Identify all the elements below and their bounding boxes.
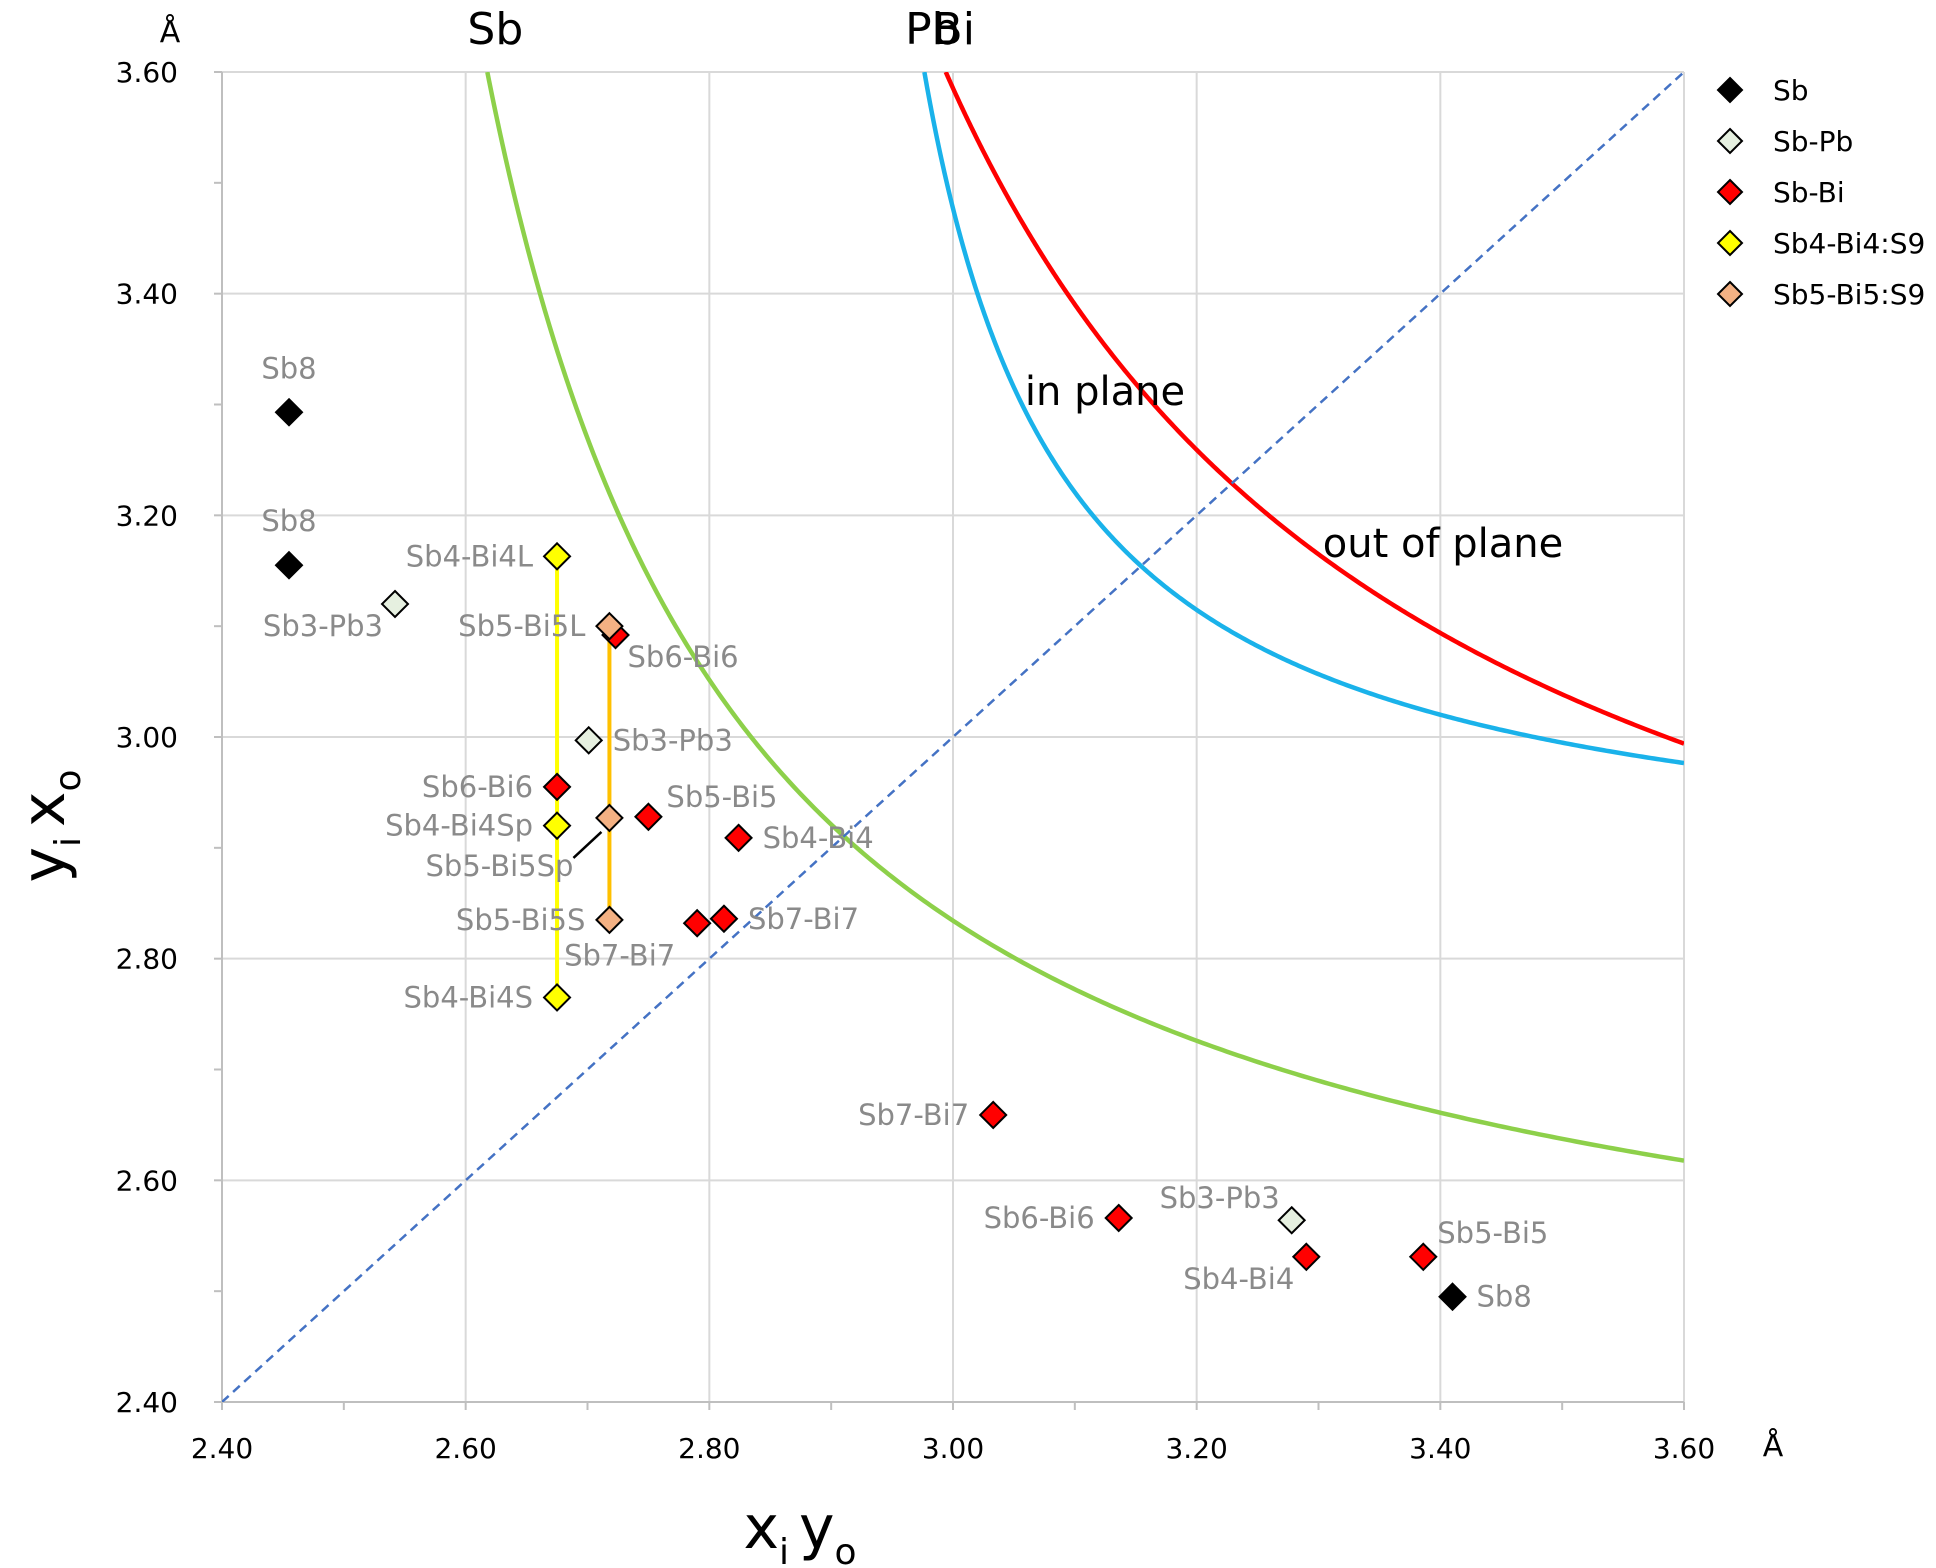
- x-tick-label: 3.00: [922, 1432, 984, 1465]
- y-tick-label: 3.60: [116, 56, 178, 89]
- data-point-sb5-bi5-s9: [595, 611, 624, 641]
- point-label: Sb4-Bi4S: [404, 980, 534, 1014]
- legend-label: Sb4-Bi4:S9: [1773, 227, 1925, 260]
- legend-marker: [1716, 178, 1744, 206]
- y-tick-label: 2.60: [116, 1164, 178, 1197]
- region-label-out-of-plane: out of plane: [1323, 521, 1563, 567]
- region-label-in-plane: in plane: [1025, 369, 1185, 415]
- x-tick-label: 2.60: [434, 1432, 496, 1465]
- data-point-sb-pb: [1277, 1205, 1307, 1235]
- curve-pb: [922, 72, 1684, 766]
- point-label: Sb7-Bi7: [564, 938, 675, 972]
- legend-marker: [1716, 229, 1744, 257]
- x-tick-label: 3.40: [1409, 1432, 1471, 1465]
- point-label: Sb4-Bi4L: [406, 539, 533, 573]
- data-points: [274, 397, 1467, 1312]
- point-label: Sb5-Bi5: [1437, 1216, 1548, 1250]
- y-axis-title-sub2: o: [48, 769, 89, 791]
- point-label: Sb5-Bi5: [666, 780, 777, 814]
- x-axis-title-var2: y: [799, 1493, 835, 1563]
- curve-bi: [943, 72, 1684, 746]
- tick-labels: 2.40 2.60 2.80 3.00 3.20 3.40 3.60 2.40 2.60 2.80…: [116, 56, 1716, 1465]
- data-point-sb-bi: [1408, 1242, 1438, 1272]
- y-axis-title-var2: x: [9, 791, 79, 827]
- x-axis-unit: Å: [1763, 1428, 1784, 1464]
- axes: [214, 71, 1685, 1410]
- data-point-sb-bi: [724, 823, 753, 853]
- curve-sb: [485, 72, 1684, 1163]
- data-point-sb: [274, 550, 304, 580]
- x-axis-title-var1: x: [743, 1493, 779, 1563]
- data-point-sb4-bi4-s9: [542, 811, 572, 841]
- data-point-sb-bi: [1291, 1242, 1321, 1272]
- data-point-sb5-bi5-s9: [595, 905, 624, 935]
- curve-label-bi: Bi: [933, 4, 975, 55]
- y-axis-title-var1: y: [9, 847, 79, 883]
- curve-label-pb: Pb: [905, 4, 959, 55]
- legend-marker: [1716, 76, 1744, 104]
- x-axis-title: xi yo: [743, 1493, 856, 1568]
- point-label: Sb3-Pb3: [1160, 1181, 1280, 1215]
- data-point-sb-bi: [709, 904, 739, 934]
- data-point-sb4-bi4-s9: [542, 983, 572, 1012]
- x-axis-title-sub2: o: [835, 1532, 857, 1568]
- point-label: Sb4-Bi4Sp: [385, 809, 533, 843]
- x-tick-label: 3.60: [1653, 1432, 1715, 1465]
- point-label: Sb7-Bi7: [748, 902, 859, 936]
- data-point-sb: [274, 397, 304, 427]
- data-point-sb-bi: [634, 802, 663, 832]
- y-axis-title: yixo: [9, 769, 89, 882]
- point-label: Sb6-Bi6: [628, 640, 739, 674]
- legend-marker: [1716, 280, 1744, 308]
- point-label: Sb4-Bi4: [1183, 1262, 1294, 1296]
- x-tick-label: 3.20: [1165, 1432, 1227, 1465]
- y-axis-title-sub1: i: [48, 837, 89, 847]
- point-label: Sb5-Bi5Sp: [426, 849, 574, 883]
- data-point-sb: [1438, 1282, 1467, 1312]
- point-label: Sb6-Bi6: [422, 770, 533, 804]
- data-point-sb-bi: [542, 772, 572, 802]
- point-label: Sb3-Pb3: [263, 609, 383, 643]
- grid: [222, 71, 1685, 1402]
- legend-marker: [1716, 127, 1744, 155]
- x-tick-label: 2.40: [191, 1432, 253, 1465]
- y-axis-unit: Å: [160, 14, 181, 50]
- point-label: Sb3-Pb3: [613, 723, 733, 757]
- point-label: Sb8: [261, 504, 316, 538]
- data-point-sb-pb: [380, 589, 410, 619]
- y-tick-label: 3.20: [116, 499, 178, 532]
- y-tick-label: 3.40: [116, 278, 178, 311]
- data-point-sb4-bi4-s9: [542, 541, 572, 571]
- point-label: Sb6-Bi6: [984, 1201, 1095, 1235]
- curve-label-sb: Sb: [467, 4, 523, 55]
- data-point-sb-bi: [978, 1100, 1008, 1130]
- point-label: Sb8: [261, 351, 316, 385]
- point-label: Sb5-Bi5S: [456, 903, 586, 937]
- y-tick-label: 3.00: [116, 721, 178, 754]
- point-label: Sb5-Bi5L: [458, 609, 585, 643]
- y-tick-label: 2.40: [116, 1386, 178, 1419]
- point-label: Sb8: [1477, 1280, 1532, 1314]
- x-axis-title-sub1: i: [779, 1532, 789, 1568]
- svg-text:yixo: yixo: [9, 769, 89, 882]
- data-point-sb-bi: [682, 908, 712, 938]
- point-label: Sb7-Bi7: [858, 1098, 969, 1132]
- legend-label: Sb-Bi: [1773, 176, 1845, 209]
- y-tick-label: 2.80: [116, 943, 178, 976]
- legend-label: Sb5-Bi5:S9: [1773, 278, 1925, 311]
- x-tick-label: 2.80: [678, 1432, 740, 1465]
- legend-label: Sb: [1773, 74, 1809, 107]
- data-point-sb5-bi5-s9: [595, 803, 624, 833]
- legend-label: Sb-Pb: [1773, 125, 1853, 158]
- point-labels: Sb8 Sb8 Sb8 Sb3-Pb3 Sb3-Pb3 Sb3-Pb3 Sb6-Bi6 Sb6…: [261, 351, 1548, 1313]
- data-point-sb-pb: [574, 725, 604, 755]
- point-label: Sb4-Bi4: [763, 821, 874, 855]
- leader-line: [572, 830, 603, 859]
- data-point-sb-bi: [1104, 1203, 1134, 1233]
- legend: Sb Sb-Pb Sb-Bi Sb4-Bi4:S9 Sb5-Bi5:S9: [1716, 74, 1925, 311]
- curves: [485, 72, 1684, 1163]
